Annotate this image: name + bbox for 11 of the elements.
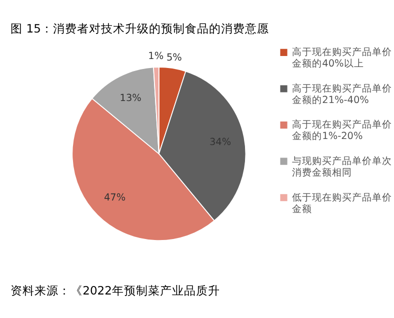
chart-title: 图 15：消费者对技术升级的预制食品的消费意愿 <box>10 22 269 36</box>
data-label: 47% <box>104 192 126 204</box>
data-label: 13% <box>120 92 142 104</box>
data-label: 5% <box>166 52 182 64</box>
legend-label: 高于现在购买产品单价金额的21%-40% <box>292 82 392 106</box>
legend-label: 与现购买产品单价单次消费金额相同 <box>292 154 392 178</box>
legend-label: 高于现在购买产品单价金额的1%-20% <box>292 118 392 142</box>
legend-label: 低于现在购买产品单价金额 <box>292 191 392 215</box>
legend-label: 高于现在购买产品单价金额的40%以上 <box>292 46 392 70</box>
text: 资料来源：《2022年预制菜产业品质升 <box>10 284 220 298</box>
data-label: 1% <box>148 51 164 62</box>
